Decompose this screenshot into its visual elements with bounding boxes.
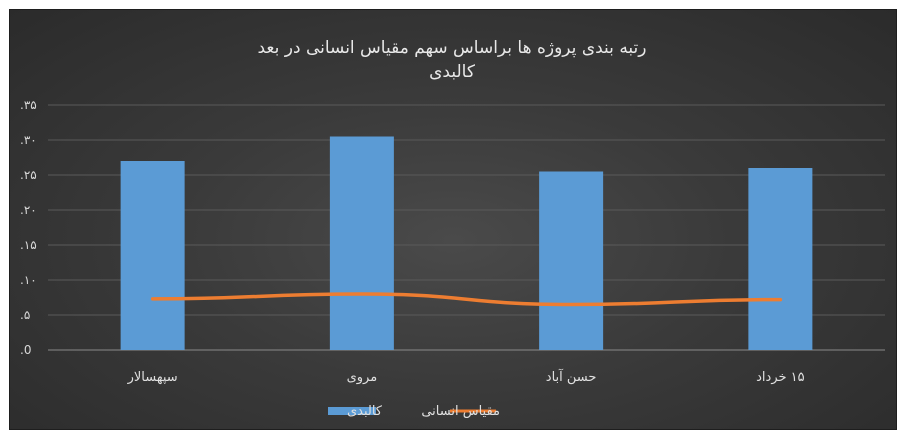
gridlines [48, 104, 885, 351]
y-axis-tick-labels: .0 .۵ .۱۰ .۱۵ .۲۰ .۲۵ .۳۰ .۳۵ [20, 98, 37, 357]
x-tick-label: مروی [347, 370, 378, 385]
y-tick-label: .۱۵ [20, 238, 37, 252]
y-tick-label: .۲۰ [20, 203, 37, 217]
legend-label-bar: کالبدی [347, 404, 383, 419]
legend: کالبدی مقیاس انسانی [328, 404, 500, 419]
x-tick-label: حسن آباد [546, 368, 597, 385]
legend-swatch-bar [328, 407, 376, 415]
y-tick-label: .0 [20, 343, 31, 357]
chart-title-line-2: کالبدی [429, 62, 476, 82]
line-path [150, 292, 783, 307]
chart-title-line-1: رتبه بندی پروژه ها براساس سهم مقیاس انسا… [258, 38, 647, 58]
x-tick-label: ۱۵ خرداد [756, 370, 805, 385]
legend-label-line: مقیاس انسانی [421, 404, 500, 419]
y-tick-label: .۵ [20, 308, 30, 322]
bar [120, 161, 185, 350]
bar [539, 171, 604, 350]
x-tick-label: سپهسالار [127, 370, 178, 385]
bar-series [120, 136, 813, 350]
line-series [150, 292, 783, 307]
bar [748, 168, 813, 350]
y-tick-label: .۳۰ [20, 133, 37, 147]
y-tick-label: .۲۵ [20, 168, 37, 182]
x-axis-category-labels: سپهسالار مروی حسن آباد ۱۵ خرداد [127, 368, 805, 385]
y-tick-label: .۳۵ [20, 98, 37, 112]
y-tick-label: .۱۰ [20, 273, 37, 287]
bar [329, 136, 394, 350]
